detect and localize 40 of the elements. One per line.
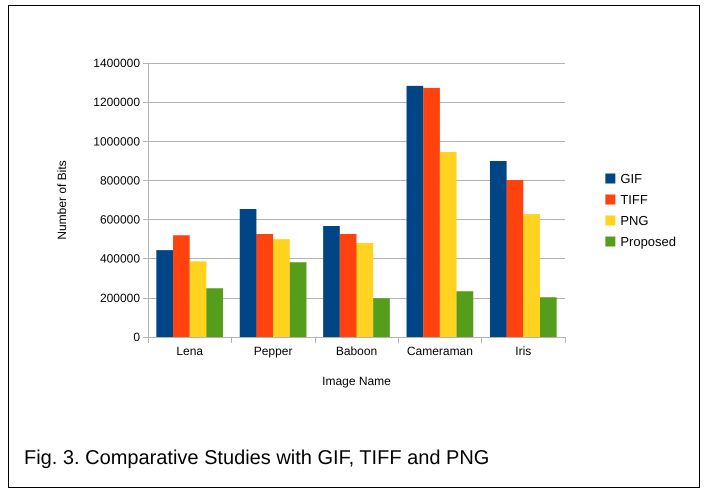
bar — [440, 152, 457, 337]
bar — [490, 161, 507, 337]
x-tick-label: Cameraman — [406, 344, 473, 358]
bar — [506, 180, 524, 337]
bar — [423, 88, 440, 337]
caption: Fig. 3. Comparative Studies with GIF, TIFF and PNG — [24, 447, 490, 470]
bar — [456, 291, 474, 337]
bar — [273, 239, 290, 337]
x-tick-label: Iris — [515, 344, 532, 358]
x-tick-label: Lena — [176, 344, 204, 358]
x-tick-label: Baboon — [336, 344, 378, 358]
bar — [323, 226, 340, 337]
y-tick-label: 200000 — [100, 290, 140, 305]
legend-label: GIF — [620, 171, 642, 186]
x-tick-label: Pepper — [254, 344, 292, 358]
bar — [356, 243, 374, 337]
bar — [173, 235, 190, 337]
bar — [290, 262, 306, 337]
y-tick-label: 1000000 — [93, 134, 140, 148]
bar — [206, 288, 224, 337]
y-tick-label: 800000 — [100, 173, 140, 188]
bar — [156, 250, 174, 337]
y-tick-label: 0 — [133, 330, 140, 344]
bar — [256, 234, 274, 337]
bar — [340, 234, 356, 337]
legend-label: TIFF — [620, 192, 648, 207]
x-axis-title: Image Name — [322, 374, 392, 388]
y-tick-label: 1400000 — [93, 56, 140, 70]
y-tick-label: 1200000 — [93, 95, 140, 110]
y-tick-label: 600000 — [100, 212, 140, 227]
bar — [190, 261, 206, 337]
legend-label: Proposed — [620, 234, 676, 249]
bar — [406, 86, 424, 337]
y-axis-title: Number of Bits — [55, 160, 69, 240]
bar — [523, 214, 540, 337]
y-tick-label: 400000 — [100, 252, 140, 266]
bar — [540, 297, 557, 337]
bar — [240, 209, 256, 337]
bar — [373, 298, 390, 337]
legend-label: PNG — [620, 213, 649, 228]
